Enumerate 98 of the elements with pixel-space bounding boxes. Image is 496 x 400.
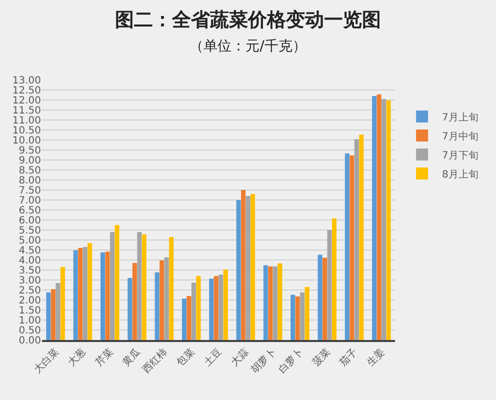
x-tick-label: 大白菜 — [32, 346, 62, 376]
bar — [191, 282, 196, 340]
y-tick-label: 12.50 — [12, 86, 41, 96]
y-tick-label: 8.50 — [18, 166, 41, 176]
bar — [164, 257, 169, 340]
y-tick-label: 2.50 — [18, 286, 41, 296]
x-tick-label: 土豆 — [202, 346, 224, 369]
bar — [241, 190, 246, 340]
y-tick-label: 5.00 — [18, 236, 41, 246]
x-tick-label: 黄瓜 — [120, 346, 143, 369]
bar — [137, 232, 142, 340]
bar — [214, 276, 218, 340]
y-tick-label: 4.00 — [18, 256, 41, 266]
bar — [318, 254, 322, 340]
x-tick-label: 茄子 — [337, 346, 360, 369]
bar — [295, 296, 300, 340]
bar — [114, 225, 120, 340]
x-tick-label: 大葱 — [66, 346, 88, 369]
legend-label: 8月上旬 — [442, 168, 478, 180]
bar — [100, 252, 106, 340]
bar — [236, 200, 241, 340]
bar — [46, 292, 51, 340]
legend-label: 7月中旬 — [442, 130, 478, 142]
bar — [182, 298, 186, 340]
bar — [359, 134, 364, 340]
bar — [354, 139, 359, 340]
y-tick-label: 0.50 — [18, 326, 41, 336]
bar — [250, 194, 256, 340]
x-tick-label: 大蒜 — [228, 346, 252, 369]
chart-title: 图二：全省蔬菜价格变动一览图 — [115, 9, 381, 31]
bar — [268, 266, 273, 340]
y-tick-label: 10.00 — [12, 136, 41, 146]
bar — [128, 278, 132, 340]
bar — [110, 232, 115, 340]
bar — [382, 99, 386, 340]
y-tick-label: 8.00 — [18, 176, 41, 186]
y-tick-label: 0.00 — [18, 336, 41, 346]
bar — [60, 267, 65, 340]
y-tick-label: 7.00 — [18, 196, 41, 206]
bar — [290, 294, 296, 340]
x-tick-label: 生姜 — [364, 346, 388, 369]
y-tick-label: 7.50 — [18, 186, 41, 196]
y-tick-label: 11.00 — [12, 116, 41, 126]
bar — [278, 263, 282, 340]
bar — [209, 278, 214, 340]
y-tick-label: 1.00 — [18, 316, 41, 326]
bar — [196, 276, 201, 340]
bar — [218, 274, 224, 340]
x-tick-label: 胡萝卜 — [248, 346, 278, 376]
chart-subtitle: （单位：元/千克） — [190, 38, 306, 55]
bar — [223, 270, 228, 340]
bar — [105, 252, 110, 340]
bar — [322, 258, 327, 340]
bar — [169, 237, 174, 340]
x-tick-label: 芹菜 — [92, 346, 116, 369]
y-tick-label: 1.50 — [18, 306, 41, 316]
y-tick-label: 3.50 — [18, 266, 41, 276]
y-tick-label: 12.00 — [12, 96, 41, 106]
bar — [386, 100, 391, 340]
bar — [300, 292, 305, 340]
bar — [132, 263, 137, 340]
x-tick-label: 白萝卜 — [276, 346, 306, 376]
bar — [263, 265, 268, 340]
y-tick-label: 6.00 — [18, 216, 41, 226]
bar — [78, 248, 83, 340]
bar — [327, 230, 332, 340]
x-tick-label: 包菜 — [174, 346, 198, 369]
bar — [272, 266, 278, 340]
bar — [350, 155, 354, 340]
bar — [186, 296, 192, 340]
bar — [142, 234, 146, 340]
bar — [304, 287, 310, 340]
legend-label: 7月上旬 — [442, 111, 478, 124]
bar — [344, 153, 350, 340]
bar — [56, 283, 60, 340]
y-tick-label: 9.50 — [18, 146, 41, 156]
bar — [88, 243, 92, 340]
y-tick-label: 11.50 — [12, 106, 41, 116]
x-tick-label: 菠菜 — [310, 346, 333, 369]
bar — [50, 289, 56, 340]
bar — [332, 218, 336, 340]
y-tick-label: 9.00 — [18, 156, 41, 166]
y-tick-label: 5.50 — [18, 226, 41, 236]
y-tick-label: 6.50 — [18, 206, 41, 216]
y-tick-label: 13.00 — [12, 76, 41, 86]
y-tick-label: 3.00 — [18, 276, 41, 286]
x-tick-label: 西红柿 — [140, 346, 170, 376]
bar — [82, 247, 88, 340]
bar — [246, 196, 250, 340]
bar — [160, 260, 164, 340]
legend-label: 7月下旬 — [442, 149, 478, 162]
bar — [73, 250, 78, 340]
bar — [372, 96, 377, 340]
y-tick-label: 2.00 — [18, 296, 41, 306]
y-tick-label: 10.50 — [12, 126, 41, 136]
bar — [376, 94, 382, 340]
y-tick-label: 4.50 — [18, 246, 41, 256]
bar — [154, 272, 160, 340]
